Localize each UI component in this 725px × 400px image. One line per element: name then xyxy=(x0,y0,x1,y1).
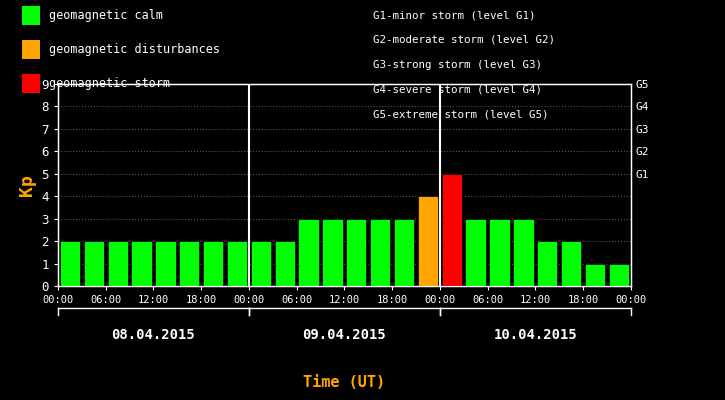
Bar xyxy=(227,241,247,286)
Bar xyxy=(179,241,199,286)
Bar xyxy=(107,241,128,286)
Text: G3-strong storm (level G3): G3-strong storm (level G3) xyxy=(373,60,542,70)
Bar xyxy=(370,219,390,286)
Text: geomagnetic disturbances: geomagnetic disturbances xyxy=(49,43,220,56)
Text: geomagnetic storm: geomagnetic storm xyxy=(49,77,170,90)
Text: 10.04.2015: 10.04.2015 xyxy=(494,328,577,342)
Bar xyxy=(59,241,80,286)
Bar xyxy=(585,264,605,286)
Bar xyxy=(251,241,271,286)
Text: 08.04.2015: 08.04.2015 xyxy=(112,328,195,342)
Bar xyxy=(489,219,510,286)
Bar xyxy=(609,264,629,286)
Bar xyxy=(275,241,295,286)
Bar xyxy=(561,241,581,286)
Bar xyxy=(418,196,438,286)
Bar xyxy=(442,174,462,286)
Bar xyxy=(299,219,319,286)
Bar xyxy=(83,241,104,286)
Bar xyxy=(537,241,558,286)
Bar xyxy=(394,219,414,286)
Bar xyxy=(203,241,223,286)
Bar xyxy=(323,219,343,286)
Text: G2-moderate storm (level G2): G2-moderate storm (level G2) xyxy=(373,35,555,45)
Bar xyxy=(465,219,486,286)
Y-axis label: Kp: Kp xyxy=(18,174,36,196)
Text: G4-severe storm (level G4): G4-severe storm (level G4) xyxy=(373,84,542,94)
Text: G5-extreme storm (level G5): G5-extreme storm (level G5) xyxy=(373,109,549,119)
Text: 09.04.2015: 09.04.2015 xyxy=(302,328,386,342)
Bar xyxy=(155,241,175,286)
Text: G1-minor storm (level G1): G1-minor storm (level G1) xyxy=(373,10,536,20)
Bar xyxy=(513,219,534,286)
Text: geomagnetic calm: geomagnetic calm xyxy=(49,9,162,22)
Text: Time (UT): Time (UT) xyxy=(303,375,386,390)
Bar xyxy=(131,241,152,286)
Bar xyxy=(346,219,366,286)
